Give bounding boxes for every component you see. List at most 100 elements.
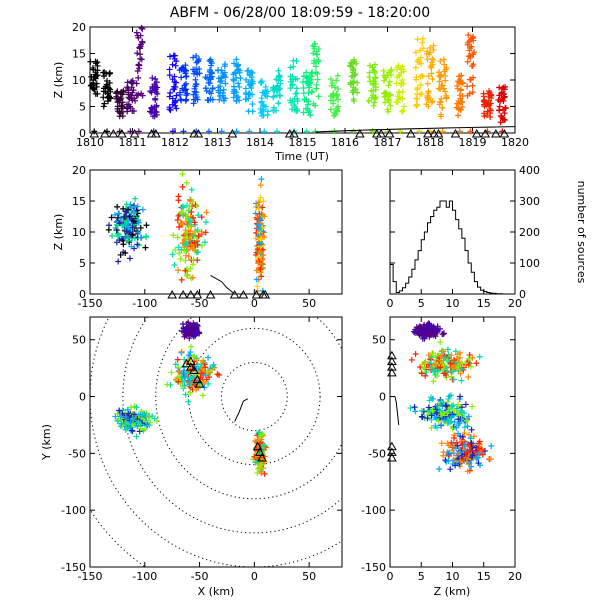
- time-height-source: [167, 107, 174, 114]
- time-height-source: [206, 71, 213, 78]
- y-tick-label: -100: [361, 504, 386, 517]
- time-height-source: [501, 93, 508, 100]
- time-height-source: [454, 82, 461, 89]
- time-height-source: [190, 100, 197, 107]
- time-height-source: [313, 48, 320, 55]
- time-height-source: [436, 78, 443, 85]
- time-height-source: [398, 108, 405, 115]
- height-y-source: [439, 331, 446, 338]
- x-height-source: [201, 239, 208, 246]
- x-height-source: [202, 219, 209, 226]
- time-height-source: [90, 66, 97, 73]
- ground-station-marker: [387, 362, 397, 371]
- height-y-source: [435, 418, 442, 425]
- plan-view-source: [188, 343, 195, 350]
- time-height-source: [230, 94, 237, 101]
- y-tick-label: 10: [72, 226, 86, 239]
- time-height-source: [139, 25, 146, 32]
- time-height-source: [417, 81, 424, 88]
- ground-station-marker: [151, 128, 161, 138]
- plan-view-source: [146, 422, 153, 429]
- ground-station-marker: [89, 128, 100, 138]
- ground-station-marker: [227, 128, 238, 138]
- x-height-source: [113, 239, 120, 246]
- time-height-source: [481, 97, 488, 104]
- x-height-source: [172, 247, 179, 254]
- x-height-source: [181, 247, 188, 254]
- time-height-source: [459, 103, 466, 110]
- plan-view-source: [209, 363, 216, 370]
- time-height-source: [181, 66, 188, 73]
- x-tick-label: 1818: [416, 136, 444, 149]
- time-height-source: [497, 112, 504, 119]
- time-height-source: [190, 54, 197, 61]
- height-y-source: [451, 418, 458, 425]
- time-height-source: [458, 72, 465, 79]
- x-height-source: [183, 272, 190, 279]
- time-height-source: [309, 88, 316, 95]
- height-y-source: [463, 449, 470, 456]
- x-tick-label: 1810: [76, 136, 104, 149]
- height-y-source: [466, 431, 473, 438]
- time-height-source: [169, 128, 176, 135]
- time-height-source: [312, 63, 319, 70]
- height-y-source: [436, 465, 443, 472]
- height-y-source: [462, 401, 469, 408]
- ground-station-marker: [387, 453, 397, 462]
- x-tick-label: 5: [418, 570, 425, 583]
- x-height-source: [192, 201, 199, 208]
- height-y-source: [458, 404, 465, 411]
- height-y-source: [461, 429, 468, 436]
- time-height-source: [365, 97, 372, 104]
- time-height-source: [257, 79, 264, 86]
- x-tick-label: 1811: [119, 136, 147, 149]
- height-y-source: [462, 360, 469, 367]
- time-height-source: [235, 80, 242, 87]
- x-height-panel: -150 -100 -50 0 50 0 5 10 15 20 Z (km): [52, 164, 343, 310]
- x-height-source: [124, 237, 131, 244]
- plan-view-source: [187, 389, 194, 396]
- aircraft-track: [234, 398, 249, 422]
- x-height-source: [135, 216, 142, 223]
- height-y-source: [454, 355, 461, 362]
- time-height-source: [153, 111, 160, 118]
- x-height-source: [258, 273, 265, 280]
- height-y-source: [437, 411, 444, 418]
- time-height-source: [166, 72, 173, 79]
- time-height-source: [486, 102, 493, 109]
- plan-view-source: [127, 419, 134, 426]
- range-ring: [90, 508, 147, 567]
- x-height-source: [174, 217, 181, 224]
- plan-view-source: [130, 416, 137, 423]
- histogram-ylabel: number of sources: [575, 181, 588, 284]
- x-height-source: [189, 274, 196, 281]
- height-y-source: [473, 360, 480, 367]
- time-height-source: [114, 105, 121, 112]
- plan-view-source: [114, 418, 121, 425]
- time-height-source: [166, 104, 173, 111]
- time-height-source: [414, 95, 421, 102]
- x-height-source: [187, 235, 194, 242]
- height-y-source: [453, 439, 460, 446]
- x-height-source: [129, 224, 136, 231]
- time-height-source: [469, 82, 476, 89]
- y-tick-label: 0: [519, 288, 526, 301]
- plan-view-source: [178, 348, 185, 355]
- height-y-source: [444, 440, 451, 447]
- height-y-source: [460, 437, 467, 444]
- x-height-source: [255, 225, 262, 232]
- time-height-source: [138, 56, 145, 63]
- plan-view-frame: [89, 316, 343, 568]
- time-height-source: [305, 98, 312, 105]
- height-y-source: [468, 440, 475, 447]
- plan-view-source: [175, 368, 182, 375]
- time-height-source: [331, 112, 338, 119]
- height-y-source: [455, 416, 462, 423]
- time-height-source: [261, 128, 268, 135]
- x-height-source: [177, 219, 184, 226]
- time-height-source: [173, 92, 180, 99]
- height-y-source: [461, 424, 468, 431]
- time-height-source: [154, 90, 161, 97]
- height-y-source: [435, 368, 442, 375]
- height-y-source: [436, 325, 443, 332]
